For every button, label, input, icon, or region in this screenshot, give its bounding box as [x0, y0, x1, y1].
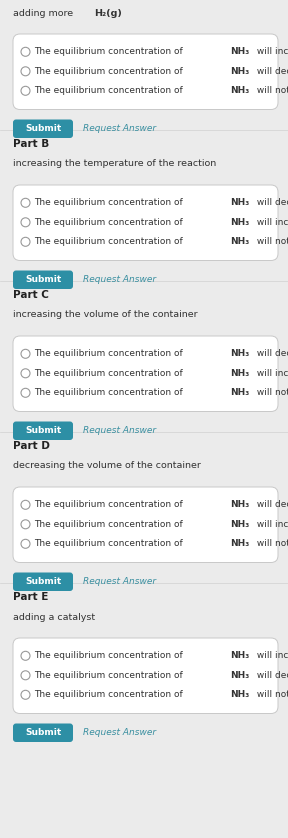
Text: will increase.: will increase. [255, 47, 288, 56]
Text: Submit: Submit [25, 577, 61, 587]
Text: NH₃: NH₃ [230, 540, 249, 548]
Text: The equilibrium concentration of: The equilibrium concentration of [34, 500, 186, 510]
Text: The equilibrium concentration of: The equilibrium concentration of [34, 86, 186, 96]
Circle shape [21, 349, 30, 359]
Text: NH₃: NH₃ [230, 237, 249, 246]
Text: Part C: Part C [13, 290, 49, 300]
Text: will decrease.: will decrease. [255, 349, 288, 359]
Text: NH₃: NH₃ [230, 349, 249, 359]
Circle shape [21, 47, 30, 56]
Text: The equilibrium concentration of: The equilibrium concentration of [34, 218, 186, 227]
Text: increasing the volume of the container: increasing the volume of the container [13, 311, 198, 319]
Text: The equilibrium concentration of: The equilibrium concentration of [34, 691, 186, 699]
Bar [0, 130, 288, 152]
Text: will not change.: will not change. [255, 388, 288, 397]
Text: will decrease.: will decrease. [255, 67, 288, 75]
Text: NH₃: NH₃ [230, 388, 249, 397]
Text: increasing the temperature of the reaction: increasing the temperature of the reacti… [13, 159, 216, 168]
Text: Request Answer: Request Answer [83, 124, 156, 133]
FancyBboxPatch shape [13, 271, 73, 289]
Circle shape [21, 651, 30, 660]
Circle shape [21, 86, 30, 96]
Text: will not change.: will not change. [255, 540, 288, 548]
Text: The equilibrium concentration of: The equilibrium concentration of [34, 237, 186, 246]
Text: The equilibrium concentration of: The equilibrium concentration of [34, 369, 186, 378]
Bar [0, 583, 288, 605]
Text: The equilibrium concentration of: The equilibrium concentration of [34, 670, 186, 680]
Text: will decrease.: will decrease. [255, 670, 288, 680]
FancyBboxPatch shape [13, 34, 278, 110]
Text: NH₃: NH₃ [230, 500, 249, 510]
Text: The equilibrium concentration of: The equilibrium concentration of [34, 520, 186, 529]
Text: NH₃: NH₃ [230, 47, 249, 56]
Circle shape [21, 218, 30, 227]
FancyBboxPatch shape [13, 638, 278, 713]
Text: The equilibrium concentration of: The equilibrium concentration of [34, 388, 186, 397]
Text: The equilibrium concentration of: The equilibrium concentration of [34, 67, 186, 75]
Text: NH₃: NH₃ [230, 691, 249, 699]
Text: Submit: Submit [25, 728, 61, 737]
Text: NH₃: NH₃ [230, 86, 249, 96]
Text: will decrease.: will decrease. [255, 199, 288, 207]
Text: Request Answer: Request Answer [83, 577, 156, 587]
Text: The equilibrium concentration of: The equilibrium concentration of [34, 47, 186, 56]
Text: The equilibrium concentration of: The equilibrium concentration of [34, 199, 186, 207]
Text: adding a catalyst: adding a catalyst [13, 613, 95, 622]
Text: Submit: Submit [25, 427, 61, 435]
Circle shape [21, 670, 30, 680]
FancyBboxPatch shape [13, 487, 278, 562]
Text: adding more: adding more [13, 8, 76, 18]
Text: Submit: Submit [25, 275, 61, 284]
Circle shape [21, 237, 30, 246]
Text: Part B: Part B [13, 139, 49, 149]
FancyBboxPatch shape [13, 723, 73, 742]
Text: will increase.: will increase. [255, 520, 288, 529]
Text: Request Answer: Request Answer [83, 275, 156, 284]
Text: will increase.: will increase. [255, 369, 288, 378]
Text: will not change.: will not change. [255, 86, 288, 96]
Circle shape [21, 67, 30, 75]
Text: Request Answer: Request Answer [83, 427, 156, 435]
FancyBboxPatch shape [13, 422, 73, 440]
FancyBboxPatch shape [13, 572, 73, 591]
Bar [0, 432, 288, 454]
Text: H₂(g): H₂(g) [94, 8, 122, 18]
Circle shape [21, 500, 30, 510]
Text: The equilibrium concentration of: The equilibrium concentration of [34, 349, 186, 359]
Text: NH₃: NH₃ [230, 369, 249, 378]
Circle shape [21, 691, 30, 699]
FancyBboxPatch shape [13, 185, 278, 261]
Circle shape [21, 388, 30, 397]
Text: will increase.: will increase. [255, 218, 288, 227]
Circle shape [21, 540, 30, 548]
Text: Request Answer: Request Answer [83, 728, 156, 737]
Text: The equilibrium concentration of: The equilibrium concentration of [34, 540, 186, 548]
Text: NH₃: NH₃ [230, 218, 249, 227]
Text: will decrease.: will decrease. [255, 500, 288, 510]
Text: will increase.: will increase. [255, 651, 288, 660]
Text: will not change.: will not change. [255, 237, 288, 246]
Bar [0, 281, 288, 303]
Text: NH₃: NH₃ [230, 670, 249, 680]
Text: NH₃: NH₃ [230, 67, 249, 75]
Text: Part D: Part D [13, 441, 50, 451]
Circle shape [21, 520, 30, 529]
Text: Part E: Part E [13, 592, 48, 602]
Text: decreasing the volume of the container: decreasing the volume of the container [13, 462, 201, 470]
Circle shape [21, 369, 30, 378]
Text: Submit: Submit [25, 124, 61, 133]
Circle shape [21, 199, 30, 207]
Text: NH₃: NH₃ [230, 651, 249, 660]
FancyBboxPatch shape [13, 336, 278, 411]
Text: NH₃: NH₃ [230, 520, 249, 529]
Text: will not change.: will not change. [255, 691, 288, 699]
Text: NH₃: NH₃ [230, 199, 249, 207]
FancyBboxPatch shape [13, 120, 73, 138]
Text: The equilibrium concentration of: The equilibrium concentration of [34, 651, 186, 660]
